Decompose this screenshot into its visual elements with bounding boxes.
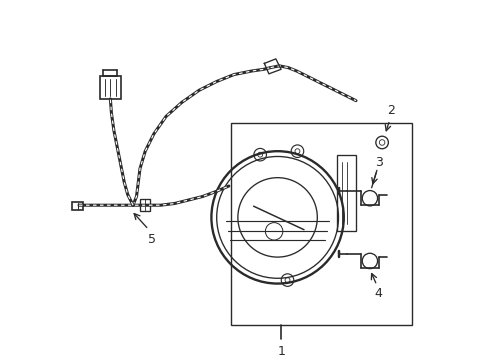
Bar (230, 123, 411, 325)
Text: 1: 1 (277, 345, 285, 357)
Text: 4: 4 (374, 287, 382, 300)
Bar (100, 76, 121, 99)
Text: 5: 5 (148, 233, 156, 246)
Bar (140, 199, 150, 211)
Text: 2: 2 (387, 104, 395, 117)
Bar (336, 155, 355, 231)
Bar (72, 202, 83, 210)
Text: 3: 3 (374, 156, 382, 168)
